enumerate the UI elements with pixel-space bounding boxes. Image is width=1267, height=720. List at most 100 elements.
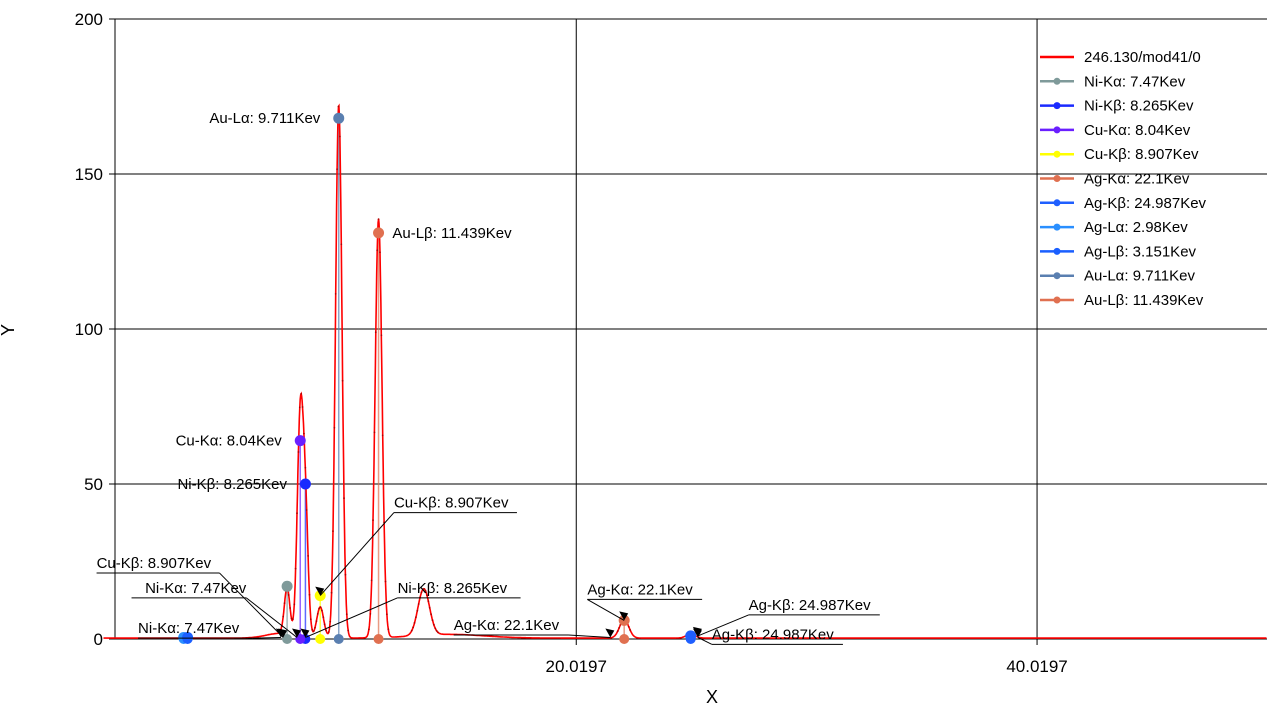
spectrum-point (312, 630, 315, 633)
spectrum-point (330, 591, 333, 594)
spectrum-point (368, 628, 370, 631)
spectrum-point (296, 512, 298, 515)
element-marker-peak (281, 580, 293, 592)
spectrum-point (426, 594, 428, 597)
spectrum-point (304, 466, 307, 469)
legend-marker (1053, 247, 1061, 255)
peak-annotation: Au-Lα: 9.711Kev (209, 110, 320, 127)
spectrum-point (340, 243, 343, 246)
spectrum-point (300, 392, 303, 395)
spectrum-point (420, 591, 423, 594)
y-tick-label: 0 (94, 630, 103, 649)
spectrum-point (334, 292, 337, 295)
spectrum-point (616, 630, 619, 632)
element-marker-base (282, 634, 293, 644)
spectrum-point (290, 617, 293, 620)
spectrum-point (410, 629, 413, 632)
spectrum-point (344, 573, 347, 576)
spectrum-point (311, 628, 314, 631)
legend[interactable]: 246.130/mod41/0 Ni-Kα: 7.47Kev Ni-Kβ: 8.26… (1040, 49, 1207, 309)
peak-annotation: Ag-Kβ: 24.987Kev (712, 626, 835, 643)
spectrum-point (314, 626, 316, 629)
y-tick-label: 50 (84, 475, 103, 494)
peak-annotation: Ni-Kα: 7.47Kev (145, 580, 247, 597)
spectrum-point (322, 616, 325, 619)
spectrum-point (430, 613, 433, 616)
y-tick-label: 150 (75, 165, 103, 184)
spectrum-point (309, 618, 312, 621)
legend-label: Ni-Kβ: 8.265Kev (1084, 98, 1194, 115)
spectrum-point (627, 625, 630, 628)
spectrum-point (320, 609, 323, 612)
spectrum-point (379, 251, 381, 254)
peak-annotation: Ni-Kβ: 8.265Kev (398, 580, 508, 597)
element-marker-base (315, 634, 326, 644)
annotation-leader (246, 597, 298, 638)
spectrum-point (287, 594, 290, 596)
spectrum-point (432, 623, 435, 626)
x-tick-label: 20.0197 (546, 657, 607, 676)
spectrum-point (291, 618, 294, 621)
legend-label: Au-Lβ: 11.439Kev (1084, 292, 1204, 309)
spectrum-point (315, 620, 318, 623)
spectrum-point (373, 431, 376, 434)
element-marker-peak (373, 227, 385, 239)
peak-annotation: Ag-Kα: 22.1Kev (587, 581, 693, 598)
element-marker-peak (294, 435, 306, 447)
spectrum-point (629, 629, 632, 631)
annotation-arrowhead (300, 628, 310, 638)
y-axis-title: Y (0, 324, 18, 336)
spectrum-point (387, 628, 390, 631)
spectrum-point (372, 519, 374, 522)
legend-label: Ag-Lβ: 3.151Kev (1084, 243, 1197, 260)
element-marker-base (333, 634, 344, 644)
spectrum-point (336, 168, 339, 171)
annotations-layer: Au-Lα: 9.711Kev Au-Lβ: 11.439Kev Cu-Kα: 8.… (96, 110, 880, 645)
peak-annotation: Cu-Kβ: 8.907Kev (97, 555, 212, 572)
spectrum-point (385, 613, 388, 616)
spectrum-point (437, 631, 439, 634)
spectrum-point (416, 609, 419, 612)
element-marker-peak (299, 478, 311, 490)
legend-marker (1053, 199, 1061, 207)
spectrum-point (329, 620, 332, 623)
element-marker-base (295, 634, 306, 644)
legend-marker (1053, 296, 1061, 304)
annotation-leader (252, 636, 281, 639)
spectrum-point (434, 627, 437, 630)
annotation-leader (568, 634, 611, 638)
annotation-arrowhead (275, 628, 285, 638)
spectrum-point (427, 600, 430, 603)
legend-marker (1053, 150, 1061, 158)
spectrum-point (431, 619, 434, 622)
spectrum-point (347, 629, 350, 632)
element-marker-peak (685, 630, 697, 642)
spectrum-point (384, 580, 387, 583)
legend-marker (1053, 272, 1061, 280)
spectrum-point (307, 555, 309, 557)
spectrum-point (289, 607, 292, 609)
spectrum-point (377, 218, 380, 221)
spectrum-point (428, 606, 431, 609)
legend-marker (1053, 223, 1061, 231)
spectrum-point (308, 593, 311, 596)
spectrum-point (294, 567, 297, 570)
peak-annotation: Ni-Kα: 7.47Kev (138, 620, 240, 637)
spectrum-point (319, 606, 322, 609)
annotation-arrowhead (315, 586, 325, 596)
legend-label: Ag-Kα: 22.1Kev (1084, 171, 1190, 188)
spectrum-point (297, 451, 300, 453)
peak-annotation: Cu-Kα: 8.04Kev (176, 433, 283, 450)
spectrum-point (424, 590, 427, 592)
legend-label: Cu-Kα: 8.04Kev (1084, 122, 1191, 139)
spectrum-point (381, 434, 384, 437)
x-axis-title: X (706, 687, 718, 707)
x-tick-label: 40.0197 (1006, 657, 1067, 676)
annotation-leader (219, 572, 284, 638)
legend-label: Cu-Kβ: 8.907Kev (1084, 146, 1199, 163)
axes-layer: 0 50 100 150 200 20.0197 40.0197 (75, 10, 1267, 676)
legend-label: Ag-Lα: 2.98Kev (1084, 219, 1188, 236)
spectrum-point (417, 603, 420, 605)
annotation-leader (319, 512, 395, 596)
legend-label: 246.130/mod41/0 (1084, 49, 1201, 66)
